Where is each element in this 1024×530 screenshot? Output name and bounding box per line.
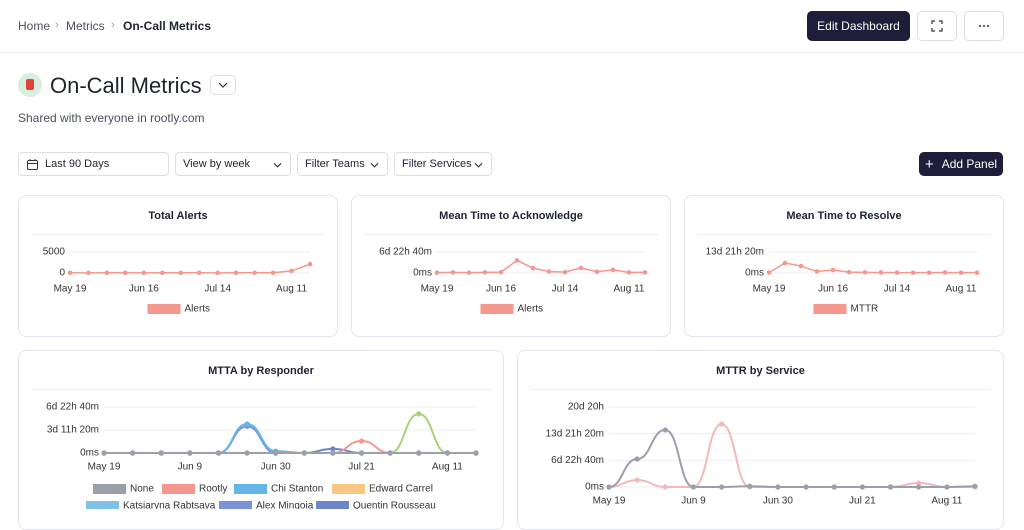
filter-label: Last 90 Days bbox=[45, 158, 110, 170]
more-icon bbox=[979, 25, 989, 27]
chevron-icon bbox=[273, 162, 282, 168]
panel: MTTR by Service bbox=[517, 350, 1004, 530]
panel-title: MTTA by Responder bbox=[208, 365, 314, 377]
panel-title: Total Alerts bbox=[148, 210, 208, 222]
calendar-icon bbox=[27, 159, 38, 170]
fullscreen-icon bbox=[931, 20, 943, 32]
teams-filter[interactable]: Filter Teams bbox=[297, 152, 388, 176]
add-panel-label: Add Panel bbox=[941, 157, 998, 171]
panel-title: Mean Time to Acknowledge bbox=[439, 210, 583, 222]
page: Home › Metrics › On-Call Metrics Edit Da… bbox=[0, 11, 1024, 530]
filter-label: View by week bbox=[183, 158, 251, 170]
breadcrumb: On-Call Metrics bbox=[123, 19, 212, 33]
dashboard-menu-button[interactable] bbox=[210, 75, 236, 95]
panel-title: MTTR by Service bbox=[716, 365, 805, 377]
plus-icon: + bbox=[924, 155, 934, 173]
dashboard-subtitle: Shared with everyone in rootly.com bbox=[18, 111, 205, 125]
date-filter[interactable]: Last 90 Days bbox=[18, 152, 169, 176]
services-filter[interactable]: Filter Services bbox=[394, 152, 492, 176]
breadcrumb-separator: › bbox=[55, 19, 59, 31]
add-panel-button[interactable]: + Add Panel bbox=[919, 152, 1003, 176]
chevron-icon bbox=[370, 162, 379, 168]
panel: Mean Time to Acknowledge bbox=[351, 195, 671, 337]
dashboard-title: On-Call Metrics bbox=[50, 73, 202, 98]
header-divider bbox=[0, 52, 1024, 53]
filter-label: Filter Services bbox=[402, 158, 472, 170]
more-button[interactable] bbox=[964, 11, 1004, 41]
panel: Mean Time to Resolve bbox=[684, 195, 1004, 337]
dashboard-icon bbox=[18, 73, 42, 97]
view-filter[interactable]: View by week bbox=[175, 152, 291, 176]
panel: MTTA by Responder bbox=[18, 350, 504, 530]
chevron-icon bbox=[474, 162, 483, 168]
edit-dashboard-button[interactable]: Edit Dashboard bbox=[807, 11, 910, 41]
filter-label: Filter Teams bbox=[305, 158, 365, 170]
panel: Total Alerts bbox=[18, 195, 338, 337]
fullscreen-button[interactable] bbox=[917, 11, 957, 41]
breadcrumb-separator: › bbox=[111, 19, 115, 31]
breadcrumb[interactable]: Metrics bbox=[66, 19, 105, 33]
chevron-icon bbox=[218, 82, 228, 88]
breadcrumb[interactable]: Home bbox=[18, 19, 51, 33]
panel-title: Mean Time to Resolve bbox=[786, 210, 902, 222]
